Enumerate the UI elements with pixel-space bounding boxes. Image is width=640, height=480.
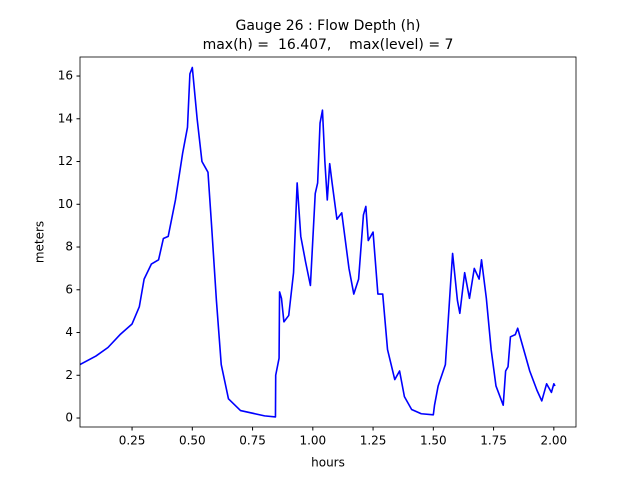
data-line	[80, 66, 556, 418]
x-tick-label: 0.50	[179, 434, 206, 448]
chart-subtitle: max(h) = 16.407, max(level) = 7	[203, 37, 454, 53]
x-tick-label: 1.75	[480, 434, 507, 448]
y-tick-label: 2	[65, 368, 73, 382]
y-tick-label: 0	[65, 411, 73, 425]
y-tick-label: 12	[58, 154, 73, 168]
y-tick-label: 8	[65, 240, 73, 254]
y-axis-label: meters	[33, 221, 47, 263]
y-tick-label: 10	[58, 197, 73, 211]
y-tick-label: 4	[65, 325, 73, 339]
x-tick-label: 1.00	[299, 434, 326, 448]
y-tick-label: 16	[58, 69, 73, 83]
x-tick-label: 1.50	[420, 434, 447, 448]
x-axis-label: hours	[311, 456, 345, 470]
y-tick-label: 6	[65, 282, 73, 296]
plot-frame	[79, 56, 577, 428]
y-tick-label: 14	[58, 111, 73, 125]
x-tick-label: 0.25	[119, 434, 146, 448]
x-tick-label: 1.25	[360, 434, 387, 448]
x-tick-label: 2.00	[540, 434, 567, 448]
x-tick-label: 0.75	[239, 434, 266, 448]
chart-title: Gauge 26 : Flow Depth (h)	[236, 18, 421, 34]
